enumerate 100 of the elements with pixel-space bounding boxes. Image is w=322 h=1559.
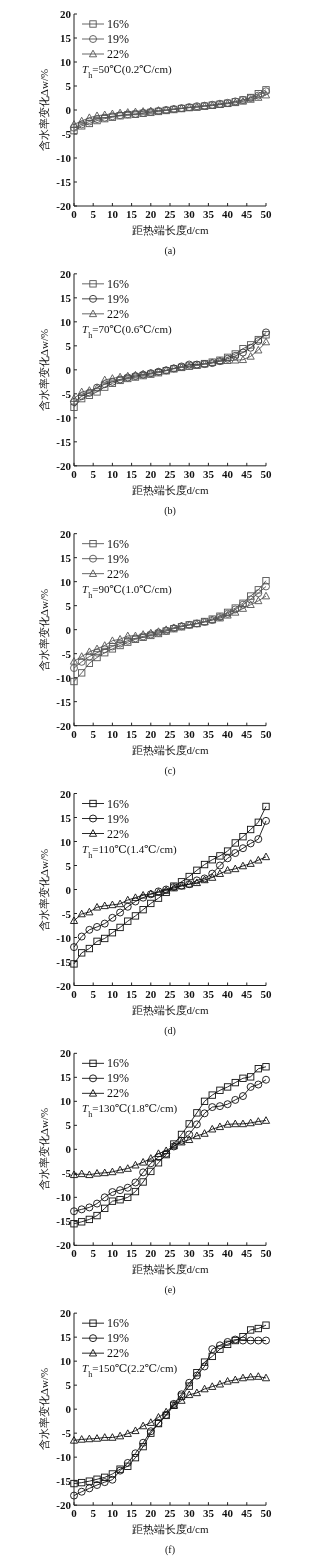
legend-label: 16% xyxy=(107,1316,129,1331)
legend-label: 22% xyxy=(107,566,129,581)
y-tick-label: -5 xyxy=(61,647,72,660)
y-tick-label: -10 xyxy=(56,152,72,164)
annotation: T$_{h}$=50℃(0.2℃/cm) xyxy=(82,63,172,80)
y-tick-label: 20 xyxy=(60,8,72,20)
y-tick-label: 10 xyxy=(60,1095,72,1108)
x-tick-label: 10 xyxy=(106,1247,119,1260)
x-tick-label: 40 xyxy=(222,987,234,1000)
y-tick-label: 15 xyxy=(60,811,72,824)
text: (a) xyxy=(164,245,176,257)
y-tick-label: -15 xyxy=(56,955,72,968)
x-tick-label: 40 xyxy=(222,1247,234,1260)
y-tick-label: -20 xyxy=(56,459,72,472)
legend-label: 16% xyxy=(107,796,129,811)
y-tick-label: 10 xyxy=(60,575,72,588)
x-tick-label: 50 xyxy=(260,727,272,740)
y-axis-title: 含水率变化Δw/% xyxy=(38,328,50,411)
x-tick-label: 50 xyxy=(260,987,272,1000)
x-tick-label: 15 xyxy=(126,1247,138,1260)
x-tick-label: 25 xyxy=(164,1247,176,1260)
x-tick-label: 25 xyxy=(164,987,176,1000)
x-tick-label: 20 xyxy=(145,467,157,480)
x-tick-label: 10 xyxy=(106,467,119,480)
legend-label: 16% xyxy=(107,1056,129,1071)
legend-label: 19% xyxy=(107,291,129,306)
y-tick-label: 15 xyxy=(60,1331,72,1344)
y-axis-title: 含水率变化Δw/% xyxy=(38,848,50,931)
y-tick-label: -10 xyxy=(56,411,72,424)
y-tick-label: 5 xyxy=(65,1379,72,1392)
y-tick-label: 10 xyxy=(60,315,72,328)
legend-label: 16% xyxy=(107,276,129,291)
y-tick-label: 5 xyxy=(65,80,72,92)
y-tick-label: 15 xyxy=(60,32,72,44)
y-tick-label: 20 xyxy=(60,1047,72,1060)
text: (c) xyxy=(164,764,176,777)
legend-label: 19% xyxy=(107,1331,129,1346)
x-tick-label: 45 xyxy=(241,1247,253,1260)
x-tick-label: 45 xyxy=(241,987,253,1000)
x-tick-label: 35 xyxy=(202,467,215,480)
legend-label: 19% xyxy=(107,811,129,826)
x-tick-label: 25 xyxy=(164,1507,176,1520)
legend-label: 22% xyxy=(107,1346,129,1361)
y-tick-label: -5 xyxy=(61,128,72,140)
legend-label: 19% xyxy=(107,1071,129,1086)
x-tick-label: 50 xyxy=(260,1247,272,1260)
y-tick-label: 0 xyxy=(65,363,72,376)
text: (e) xyxy=(164,1284,176,1297)
y-tick-label: -15 xyxy=(56,695,72,708)
x-tick-label: 35 xyxy=(202,1507,215,1520)
x-tick-label: 15 xyxy=(126,727,138,740)
legend-label: 16% xyxy=(107,536,129,551)
x-tick-label: 40 xyxy=(222,208,234,220)
y-tick-label: 5 xyxy=(65,1119,72,1132)
x-axis-title: 距热端长度d/cm xyxy=(131,1263,209,1276)
x-tick-label: 35 xyxy=(202,987,215,1000)
y-tick-label: -5 xyxy=(61,1427,72,1440)
y-axis-title: 含水率变化Δw/% xyxy=(38,588,50,671)
y-tick-label: 20 xyxy=(60,527,72,540)
x-tick-label: 15 xyxy=(126,208,138,220)
x-tick-label: 30 xyxy=(183,1507,196,1520)
x-tick-label: 45 xyxy=(241,208,253,220)
y-tick-label: 10 xyxy=(60,835,72,848)
x-tick-label: 15 xyxy=(126,1507,138,1520)
x-tick-label: 10 xyxy=(106,727,119,740)
y-tick-label: -5 xyxy=(61,387,72,400)
legend-label: 22% xyxy=(107,47,129,61)
x-tick-label: 40 xyxy=(222,467,234,480)
x-tick-label: 45 xyxy=(241,467,253,480)
annotation: T$_{h}$=70℃(0.6℃/cm) xyxy=(82,322,172,340)
x-axis-title: 距热端长度d/cm xyxy=(131,1003,209,1016)
x-tick-label: 30 xyxy=(183,208,196,220)
x-tick-label: 30 xyxy=(183,1247,196,1260)
x-tick-label: 25 xyxy=(164,467,176,480)
legend-label: 19% xyxy=(107,551,129,566)
legend-label: 22% xyxy=(107,306,129,321)
y-axis-title: 含水率变化Δw/% xyxy=(38,68,50,152)
y-tick-label: 10 xyxy=(60,1355,72,1368)
x-tick-label: 40 xyxy=(222,727,234,740)
y-tick-label: 0 xyxy=(65,623,72,636)
text: (f) xyxy=(165,1544,175,1557)
y-tick-label: -20 xyxy=(56,200,72,212)
x-tick-label: 35 xyxy=(202,208,215,220)
y-tick-label: -20 xyxy=(56,979,72,992)
x-tick-label: 15 xyxy=(126,467,138,480)
x-tick-label: 15 xyxy=(126,987,138,1000)
legend-label: 22% xyxy=(107,826,129,841)
y-tick-label: 20 xyxy=(60,787,72,800)
y-tick-label: 5 xyxy=(65,599,72,612)
x-tick-label: 30 xyxy=(183,467,196,480)
y-tick-label: -20 xyxy=(56,719,72,732)
x-tick-label: 30 xyxy=(183,727,196,740)
x-tick-label: 5 xyxy=(90,467,97,480)
x-tick-label: 10 xyxy=(106,208,119,220)
x-tick-label: 25 xyxy=(164,727,176,740)
x-tick-label: 5 xyxy=(90,1247,97,1260)
y-tick-label: 0 xyxy=(65,104,72,116)
y-tick-label: 0 xyxy=(65,1143,72,1156)
y-tick-label: -10 xyxy=(56,1191,72,1204)
y-tick-label: 15 xyxy=(60,1071,72,1084)
